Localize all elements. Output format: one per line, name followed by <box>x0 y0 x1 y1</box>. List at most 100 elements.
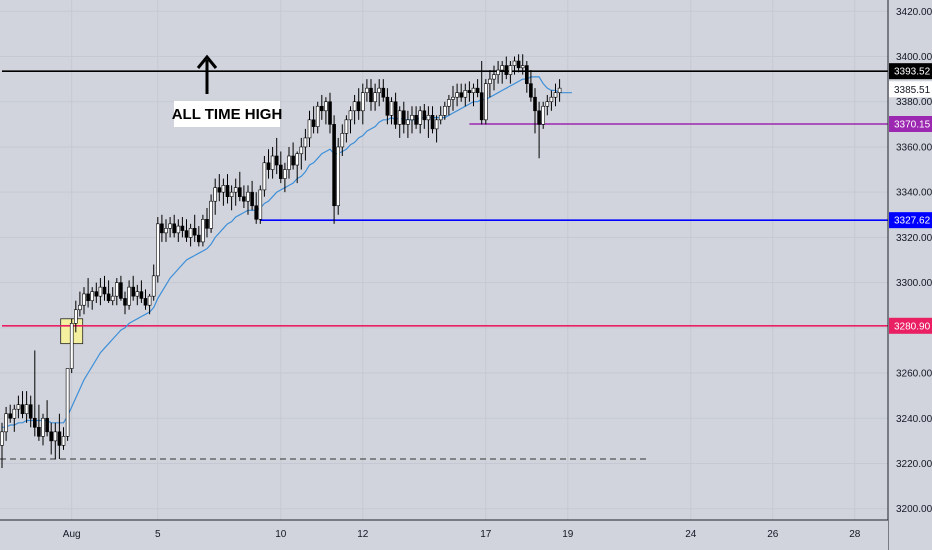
candle-body <box>455 92 459 98</box>
candle <box>37 404 41 441</box>
candle-body <box>418 110 423 125</box>
candle <box>315 101 320 134</box>
candle-body <box>221 185 226 193</box>
candle-body <box>24 404 29 415</box>
candle-body <box>459 92 464 98</box>
candle-body <box>49 431 54 442</box>
candle-body <box>69 323 74 369</box>
candle <box>274 137 279 175</box>
candle <box>373 83 377 111</box>
candle-body <box>45 417 49 433</box>
candle-body <box>299 146 304 155</box>
candle <box>365 79 369 102</box>
candle <box>61 427 66 450</box>
candle-body <box>131 286 135 297</box>
candle-body <box>377 87 382 93</box>
candle-body <box>291 155 295 166</box>
candle-body <box>479 92 484 121</box>
candle-body <box>295 153 300 166</box>
candle-body <box>57 431 62 446</box>
y-tick-label: 3360.00 <box>896 142 932 153</box>
candle <box>135 284 140 306</box>
candle-body <box>20 404 25 415</box>
candle <box>127 280 131 310</box>
candle-body <box>373 92 377 103</box>
y-tick-label: 3240.00 <box>896 414 932 425</box>
candle-body <box>127 286 131 306</box>
candle-body <box>365 87 369 93</box>
candle-body <box>553 92 558 98</box>
candle-body <box>254 205 258 220</box>
candle-body <box>496 69 500 75</box>
candle <box>377 79 382 107</box>
candle <box>192 214 197 242</box>
candle-body <box>324 101 328 112</box>
candle <box>151 264 156 301</box>
candle <box>393 92 398 129</box>
candle <box>508 61 513 84</box>
candle-body <box>242 196 246 202</box>
candle-body <box>393 101 398 125</box>
candle <box>213 178 217 215</box>
candle <box>344 115 349 143</box>
candle <box>434 115 439 143</box>
candle-body <box>287 155 291 170</box>
candle <box>32 350 37 437</box>
candle-body <box>164 228 168 234</box>
candle-body <box>213 187 217 202</box>
candle <box>102 275 107 301</box>
candle-body <box>381 87 386 98</box>
candle-body <box>262 162 267 191</box>
candle-body <box>422 110 427 121</box>
candle-body <box>369 87 373 103</box>
candle-body <box>332 124 336 207</box>
candle-body <box>557 87 562 93</box>
candle <box>229 185 234 211</box>
candle <box>332 115 336 224</box>
candle-body <box>516 60 521 69</box>
candle <box>188 223 193 247</box>
candle-body <box>102 286 107 295</box>
ema-line-group <box>2 76 572 428</box>
candle-body <box>488 78 492 84</box>
candle <box>471 83 476 107</box>
x-tick-label: 24 <box>685 529 697 540</box>
candle-body <box>278 164 283 179</box>
candle-body <box>451 96 455 100</box>
candle <box>184 219 189 242</box>
candle <box>49 422 54 455</box>
candle-body <box>123 298 127 306</box>
candle <box>94 282 99 303</box>
candle <box>549 90 554 111</box>
candle-body <box>406 119 410 125</box>
candle <box>385 88 390 125</box>
candle <box>360 83 365 125</box>
all-time-high-annotation: ALL TIME HIGH <box>172 106 283 123</box>
candle-body <box>360 92 365 112</box>
candle <box>106 280 111 303</box>
candle <box>110 287 115 306</box>
candle-body <box>41 417 45 437</box>
candle-body <box>541 105 546 125</box>
candle <box>16 395 21 419</box>
candle-body <box>168 223 172 229</box>
x-axis-panel <box>0 520 888 550</box>
candle <box>160 214 164 242</box>
candle-body <box>397 110 402 125</box>
candle-body <box>115 282 119 297</box>
candle <box>131 275 135 301</box>
candle <box>205 208 209 238</box>
candle <box>545 94 550 116</box>
candle-body <box>225 185 230 197</box>
candle-body <box>340 133 345 148</box>
candle <box>168 217 172 238</box>
support-blue-price-label: 3327.62 <box>894 216 931 227</box>
candle-body <box>78 304 82 311</box>
candle-body <box>258 189 263 220</box>
candle <box>143 289 148 310</box>
candle <box>262 156 267 197</box>
candle-body <box>119 282 123 299</box>
candle <box>520 54 525 75</box>
candle <box>459 83 464 102</box>
candle <box>467 81 472 102</box>
